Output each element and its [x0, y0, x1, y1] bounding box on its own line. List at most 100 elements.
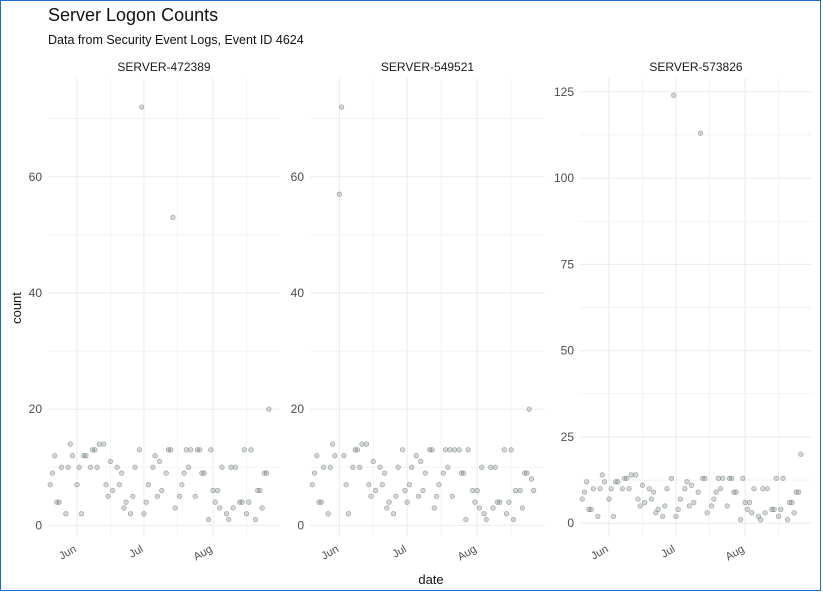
data-point — [103, 482, 109, 488]
data-point — [684, 479, 690, 485]
data-point — [76, 464, 82, 470]
data-point — [87, 464, 93, 470]
data-point — [259, 505, 265, 511]
data-point — [655, 506, 661, 512]
data-point — [497, 499, 503, 505]
data-point — [377, 464, 383, 470]
data-point — [742, 499, 748, 506]
data-point — [483, 516, 489, 523]
data-point — [637, 503, 643, 509]
data-point — [400, 447, 406, 453]
data-point — [688, 482, 695, 488]
x-tick-label: Jun — [589, 543, 610, 562]
data-point — [359, 441, 365, 447]
data-point — [615, 479, 621, 485]
data-point — [152, 453, 158, 459]
y-tick-label: 25 — [561, 430, 575, 444]
data-point — [409, 464, 415, 470]
data-point — [447, 447, 453, 453]
chart-subtitle: Data from Security Event Logs, Event ID … — [48, 33, 304, 47]
data-point — [758, 517, 764, 523]
data-point — [368, 493, 374, 499]
data-point — [590, 486, 596, 492]
data-point — [107, 458, 114, 465]
data-point — [775, 513, 782, 519]
data-point — [372, 487, 379, 494]
data-point — [418, 458, 424, 465]
data-point — [325, 511, 331, 517]
data-point — [581, 489, 588, 495]
data-point — [597, 486, 603, 492]
x-tick-label: Aug — [724, 543, 747, 563]
data-point — [639, 482, 646, 488]
data-point — [366, 482, 372, 488]
data-point — [595, 513, 601, 519]
y-tick-label: 0 — [297, 518, 304, 532]
data-point — [506, 499, 512, 505]
data-point — [579, 496, 585, 502]
data-point — [248, 447, 254, 453]
data-point — [461, 470, 467, 476]
data-point — [635, 496, 641, 502]
data-point — [58, 464, 64, 470]
data-point — [778, 506, 784, 512]
data-point — [588, 506, 594, 512]
data-point — [139, 104, 145, 110]
data-point — [771, 506, 777, 512]
data-point — [336, 191, 342, 197]
data-point — [738, 517, 744, 523]
data-point — [123, 499, 129, 505]
facet-label: SERVER-573826 — [649, 60, 742, 74]
data-point — [67, 441, 73, 447]
data-point — [381, 470, 388, 476]
x-tick-label: Jul — [659, 543, 677, 560]
data-point — [429, 447, 435, 453]
data-point — [715, 475, 721, 481]
data-point — [119, 470, 125, 476]
data-point — [339, 104, 345, 110]
chart-title: Server Logon Counts — [48, 5, 219, 25]
data-point — [713, 489, 719, 495]
data-point — [481, 511, 487, 517]
y-tick-label: 0 — [35, 518, 42, 532]
data-point — [517, 487, 523, 494]
data-point — [686, 503, 692, 509]
data-point — [393, 493, 399, 499]
data-point — [501, 447, 507, 453]
data-point — [141, 511, 147, 517]
y-tick-label: 0 — [567, 516, 574, 530]
data-point — [78, 511, 85, 517]
data-point — [711, 496, 717, 502]
data-point — [228, 464, 234, 470]
data-point — [69, 453, 76, 459]
data-point — [179, 482, 185, 488]
data-point — [52, 453, 58, 459]
data-point — [246, 499, 252, 505]
data-point — [230, 505, 236, 511]
data-point — [697, 130, 704, 136]
data-point — [704, 510, 710, 516]
y-tick-label: 40 — [291, 286, 305, 300]
data-point — [154, 493, 160, 499]
data-point — [101, 441, 107, 447]
data-point — [524, 470, 530, 476]
data-point — [628, 472, 634, 478]
data-point — [266, 406, 272, 412]
data-point — [219, 464, 225, 470]
data-point — [370, 458, 376, 465]
data-point — [717, 486, 724, 492]
data-point — [217, 505, 223, 511]
data-point — [751, 486, 757, 492]
data-point — [395, 464, 401, 470]
data-point — [465, 447, 471, 453]
data-point — [363, 441, 370, 447]
data-point — [96, 441, 102, 447]
data-point — [744, 506, 750, 512]
data-point — [436, 482, 442, 488]
data-point — [404, 499, 410, 505]
data-point — [83, 453, 89, 459]
data-point — [150, 464, 156, 470]
data-point — [350, 464, 356, 470]
data-point — [92, 447, 98, 453]
